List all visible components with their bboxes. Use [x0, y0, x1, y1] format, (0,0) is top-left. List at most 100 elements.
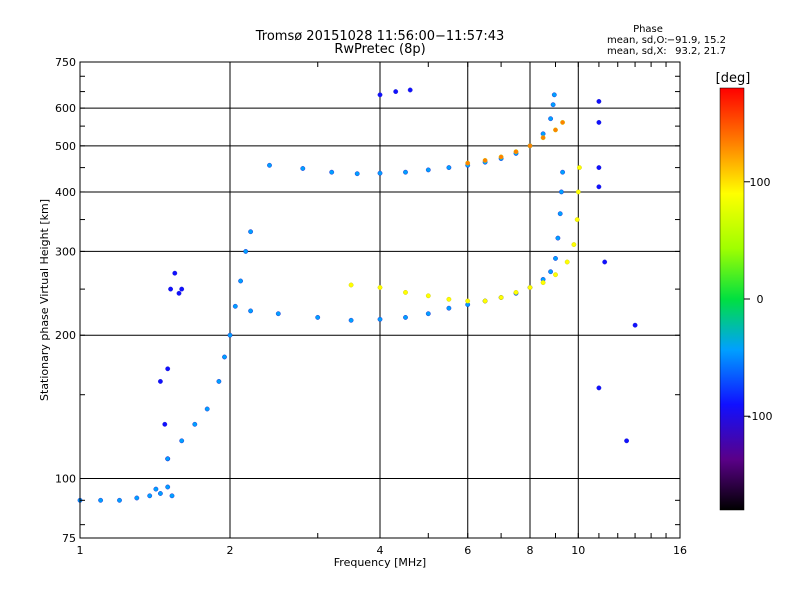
phase-stat-o-label: mean, sd,O: [607, 35, 668, 46]
data-point [98, 497, 104, 503]
data-point [513, 149, 519, 155]
data-point [560, 120, 565, 125]
data-point [176, 290, 182, 296]
data-point [482, 298, 488, 304]
y-tick-label: 75 [62, 532, 76, 545]
x-axis-label: Frequency [MHz] [334, 556, 426, 569]
data-point [559, 189, 564, 195]
data-point [596, 99, 602, 104]
data-point [465, 298, 471, 304]
data-point [602, 259, 608, 265]
data-point [348, 317, 354, 323]
phase-stat-x-label: mean, sd,X: [607, 46, 667, 57]
data-point [425, 311, 431, 317]
data-point [248, 308, 254, 314]
data-point [446, 296, 452, 302]
chart-subtitle: RwPretec (8p) [334, 42, 425, 57]
data-point [632, 322, 638, 328]
data-point [377, 92, 383, 98]
data-point [157, 378, 163, 384]
y-tick-label: 750 [55, 56, 76, 69]
y-tick-label: 400 [55, 186, 76, 199]
data-point [548, 116, 553, 122]
data-point [553, 272, 558, 278]
data-point [527, 143, 533, 149]
data-point [624, 438, 629, 444]
data-point [147, 493, 153, 499]
data-point [553, 255, 558, 261]
x-tick-label: 6 [464, 544, 471, 557]
data-point [553, 127, 558, 133]
y-tick-label: 500 [55, 140, 76, 153]
data-point [596, 165, 602, 171]
data-point [238, 278, 244, 284]
data-point [425, 293, 431, 299]
colorbar-ticks: 100 0 -100 [744, 176, 772, 423]
data-point [403, 289, 408, 295]
y-tick-label: 100 [55, 473, 76, 486]
chart-title: Tromsø 20151028 11:56:00−11:57:43 [255, 29, 505, 44]
data-point [540, 280, 546, 285]
data-point [192, 421, 198, 427]
data-point [425, 167, 431, 173]
x-axis-ticks: 1 2 4 6 8 10 16 [77, 62, 687, 557]
data-point [315, 314, 321, 320]
data-point [248, 229, 254, 235]
data-point [275, 311, 281, 317]
x-tick-label: 10 [571, 544, 585, 557]
data-point [165, 484, 171, 490]
x-tick-label: 4 [377, 544, 384, 557]
data-point [232, 303, 238, 309]
colorbar-unit: [deg] [716, 71, 751, 86]
data-point [596, 385, 602, 391]
data-point [165, 366, 171, 372]
data-point [153, 486, 159, 492]
data-point [348, 282, 354, 288]
data-point [403, 314, 408, 320]
y-tick-label: 200 [55, 329, 76, 342]
data-point [564, 259, 570, 265]
x-tick-label: 2 [227, 544, 234, 557]
y-axis-ticks: 75 100 200 300 400 500 600 750 [55, 56, 680, 545]
colorbar-tick-label: -100 [748, 410, 773, 423]
data-points [77, 87, 638, 503]
data-point [446, 165, 452, 171]
data-point [329, 169, 335, 175]
phase-header: Phase [633, 24, 663, 35]
data-point [482, 157, 488, 163]
data-point [300, 166, 306, 171]
data-point [465, 160, 471, 166]
data-point [596, 184, 602, 190]
data-point [551, 92, 557, 98]
data-point [403, 169, 408, 175]
y-tick-label: 300 [55, 245, 76, 258]
data-point [179, 286, 185, 292]
data-point [407, 87, 413, 93]
colorbar [719, 87, 745, 511]
data-point [169, 493, 175, 499]
data-point [393, 89, 399, 95]
data-point [498, 154, 504, 160]
data-point [222, 354, 227, 360]
data-point [446, 305, 452, 311]
data-point [377, 170, 383, 176]
data-point [117, 497, 122, 503]
data-point [168, 286, 174, 292]
x-tick-label: 16 [673, 544, 687, 557]
data-point [216, 378, 222, 384]
y-axis-label: Stationary phase Virtual Height [km] [38, 199, 51, 401]
x-tick-label: 1 [77, 544, 84, 557]
data-point [527, 285, 533, 290]
data-point [377, 316, 383, 322]
data-point [577, 165, 582, 171]
data-point [548, 269, 553, 275]
data-point [162, 421, 168, 427]
data-point [574, 217, 580, 223]
data-point [575, 189, 581, 195]
data-point [498, 295, 504, 300]
data-point [165, 456, 171, 462]
phase-stat-x-values: 93.2, 21.7 [675, 46, 726, 57]
data-point [134, 495, 140, 501]
data-point [513, 289, 519, 295]
